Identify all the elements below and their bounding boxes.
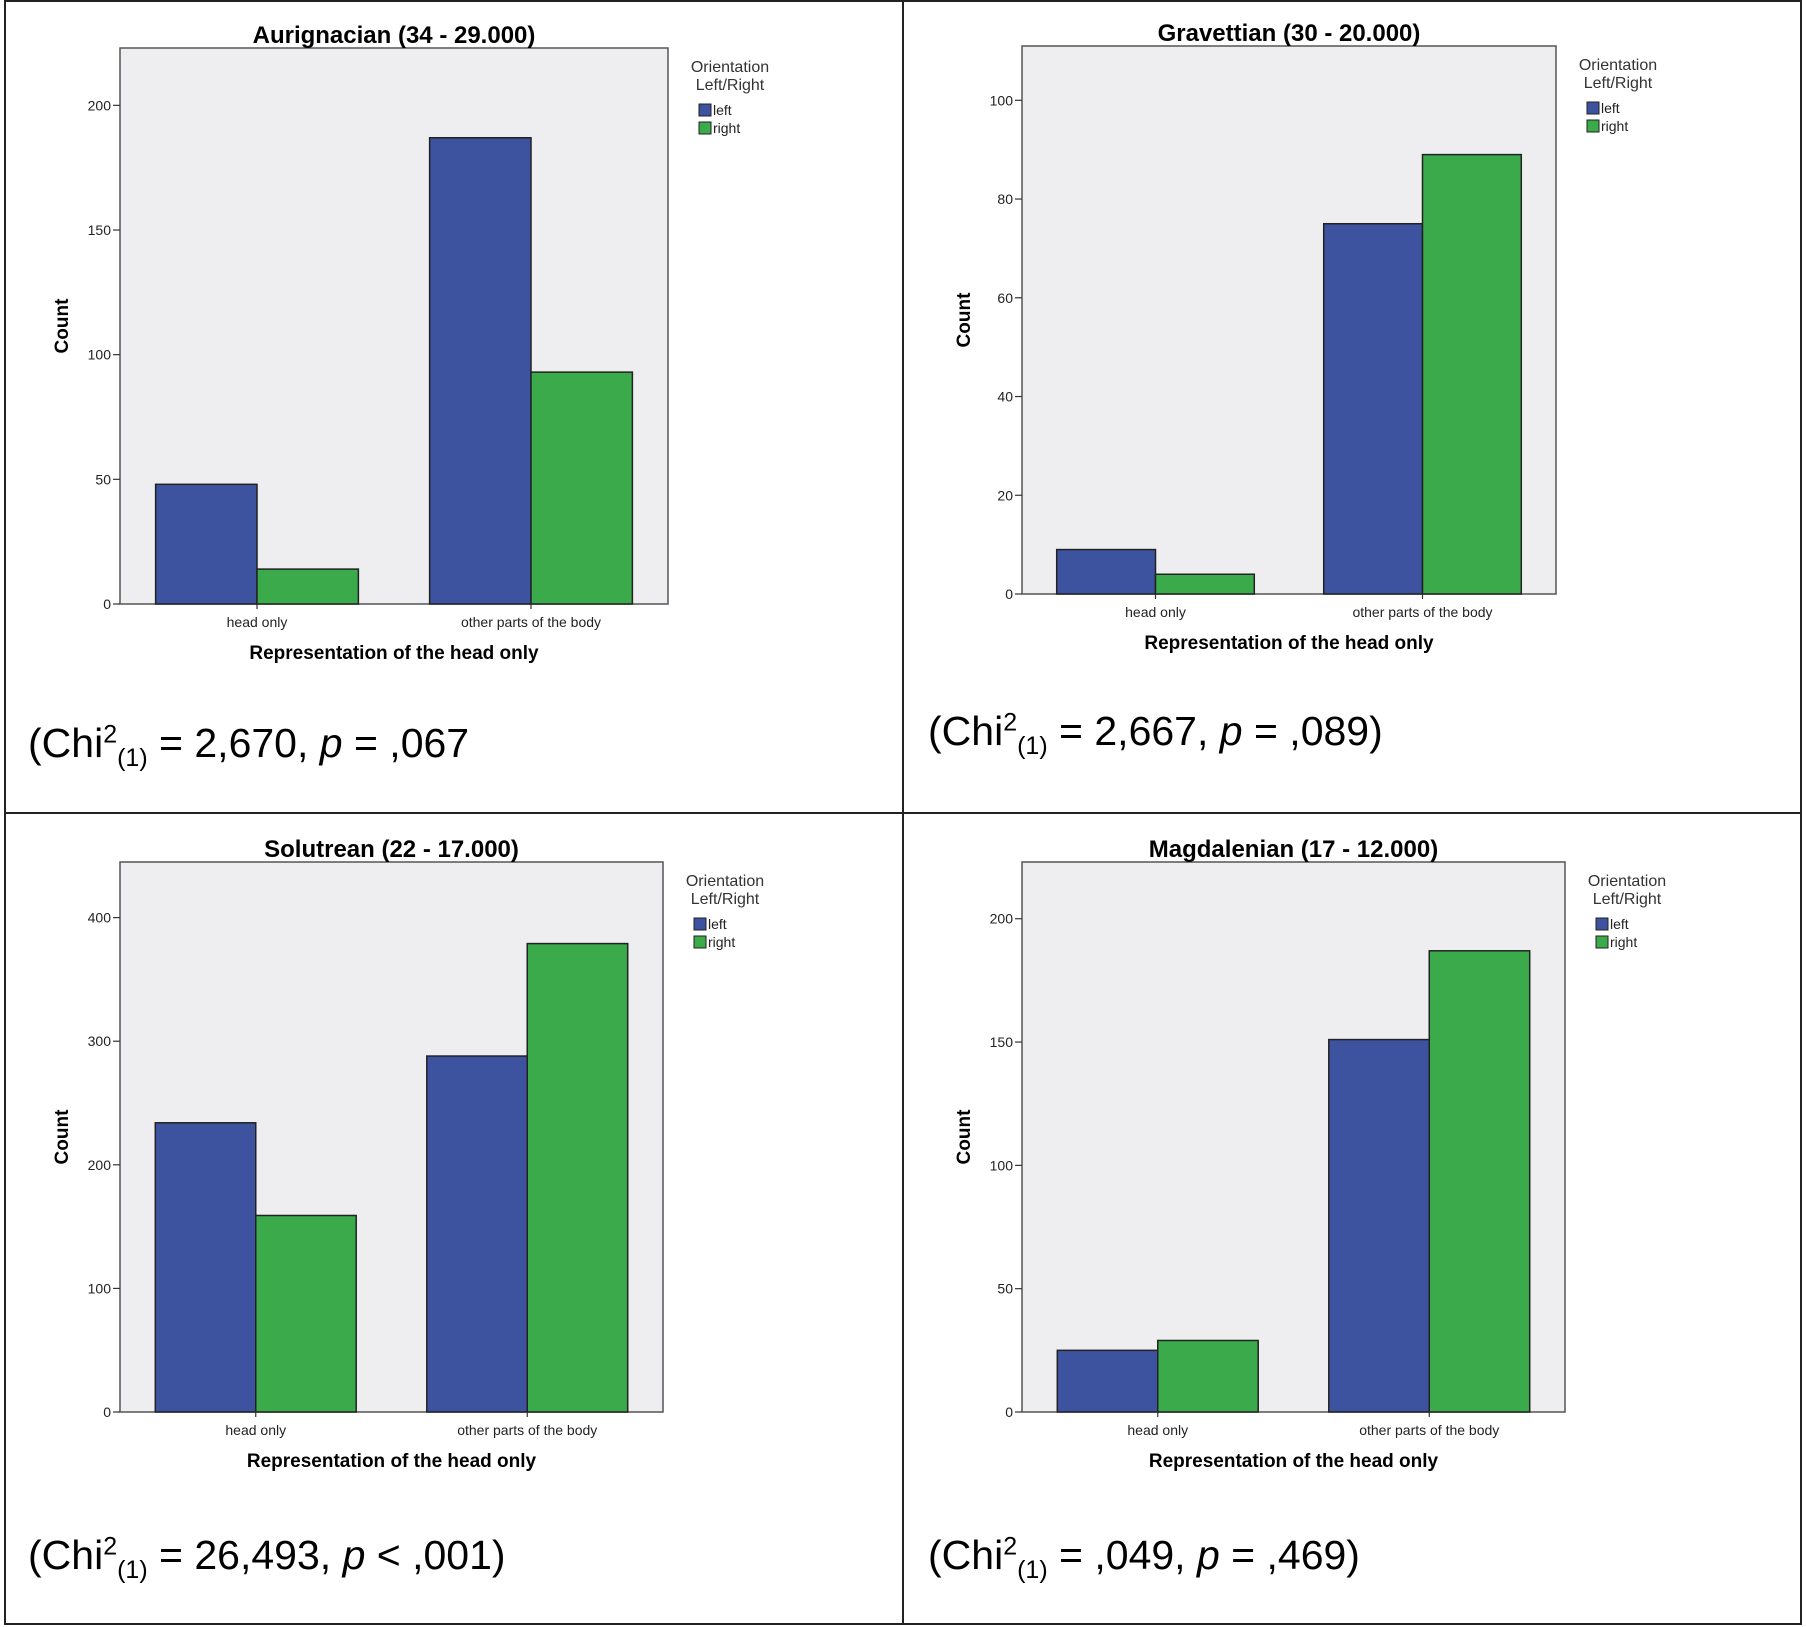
- legend-title: Orientation: [686, 873, 764, 890]
- x-tick-label: head only: [1127, 1422, 1188, 1438]
- bar-left-head-only: [154, 1122, 257, 1413]
- x-tick-label: other parts of the body: [1352, 604, 1492, 620]
- chi-square-stat: (Chi2(1) = 2,670, p = ,067: [28, 720, 470, 773]
- legend-title: Left/Right: [691, 891, 760, 908]
- bar-left-head-only: [154, 483, 258, 605]
- grid-divider-horizontal: [4, 812, 1802, 814]
- x-tick-label: other parts of the body: [457, 1422, 597, 1438]
- legend-swatch-left: [1595, 917, 1609, 931]
- chart-title: Aurignacian (34 - 29.000): [253, 22, 536, 49]
- y-tick-label: 20: [997, 487, 1013, 503]
- y-tick-label: 400: [88, 910, 112, 926]
- legend-swatch-left: [698, 103, 712, 117]
- legend-title: Orientation: [691, 59, 769, 76]
- bar-chart-magdalenian: Magdalenian (17 - 12.000) 0 50 100 150 200 Cou…: [954, 836, 1666, 1472]
- chart-title: Solutrean (22 - 17.000): [264, 836, 519, 863]
- bar-right-head-only: [255, 1214, 357, 1413]
- y-tick-label: 50: [95, 471, 111, 487]
- y-tick-label: 100: [990, 1157, 1014, 1173]
- legend-label-left: left: [708, 916, 727, 932]
- legend-label-left: left: [1610, 916, 1629, 932]
- legend-title: Left/Right: [696, 77, 765, 94]
- legend-label-right: right: [708, 934, 735, 950]
- legend-swatch-right: [693, 935, 707, 949]
- y-axis-label: Count: [52, 1109, 73, 1165]
- chi-square-stat: (Chi2(1) = ,049, p = ,469): [928, 1532, 1360, 1585]
- bar-chart-gravettian: Gravettian (30 - 20.000) 0 20 40 60 80 100 Coun…: [954, 20, 1657, 654]
- x-axis-label: Representation of the head only: [247, 1451, 537, 1472]
- y-tick-label: 100: [990, 92, 1014, 108]
- bar-right-head-only: [1154, 573, 1256, 595]
- y-tick-label: 150: [990, 1034, 1014, 1050]
- bar-left-other-parts-of-the-body: [1328, 1038, 1431, 1413]
- x-tick-label: other parts of the body: [461, 614, 601, 630]
- legend-label-right: right: [1610, 934, 1637, 950]
- chart-grid: Aurignacian (34 - 29.000) 0 50 100 150 200 Cou…: [4, 0, 1802, 1625]
- x-axis-label: Representation of the head only: [1144, 633, 1434, 654]
- legend-swatch-right: [1595, 935, 1609, 949]
- x-tick-label: head only: [225, 1422, 286, 1438]
- y-tick-label: 0: [103, 1404, 111, 1420]
- y-tick-label: 100: [88, 1280, 112, 1296]
- bar-right-other-parts-of-the-body: [530, 371, 634, 605]
- y-tick-label: 100: [88, 347, 112, 363]
- bar-chart-aurignacian: Aurignacian (34 - 29.000) 0 50 100 150 200 Cou…: [52, 22, 769, 664]
- x-tick-label: head only: [1125, 604, 1186, 620]
- chart-panel-gravettian: Gravettian (30 - 20.000) 0 20 40 60 80 100 Coun…: [904, 0, 1800, 812]
- y-tick-label: 0: [1005, 1404, 1013, 1420]
- chi-square-stat: (Chi2(1) = 2,667, p = ,089): [928, 708, 1383, 761]
- y-axis-label: Count: [954, 292, 975, 348]
- legend-label-left: left: [1601, 100, 1620, 116]
- legend-title: Orientation: [1579, 57, 1657, 74]
- y-tick-label: 200: [88, 1157, 112, 1173]
- legend-label-right: right: [713, 120, 740, 136]
- bar-left-other-parts-of-the-body: [1322, 222, 1424, 595]
- legend-swatch-left: [1586, 101, 1600, 115]
- chart-panel-magdalenian: Magdalenian (17 - 12.000) 0 50 100 150 200 Cou…: [904, 814, 1800, 1623]
- bar-right-other-parts-of-the-body: [1421, 153, 1523, 595]
- bar-left-head-only: [1055, 548, 1157, 595]
- y-axis-label: Count: [52, 298, 73, 354]
- y-tick-label: 50: [997, 1281, 1013, 1297]
- bar-chart-solutrean: Solutrean (22 - 17.000) 0 100 200 300 400 Coun…: [52, 836, 764, 1472]
- x-tick-label: other parts of the body: [1359, 1422, 1499, 1438]
- chi-square-stat: (Chi2(1) = 26,493, p < ,001): [28, 1532, 506, 1585]
- legend-swatch-right: [1586, 119, 1600, 133]
- y-tick-label: 40: [997, 389, 1013, 405]
- legend-label-left: left: [713, 102, 732, 118]
- bar-right-head-only: [1157, 1339, 1259, 1413]
- y-tick-label: 200: [990, 911, 1014, 927]
- bar-left-head-only: [1056, 1349, 1159, 1413]
- chart-title: Gravettian (30 - 20.000): [1158, 20, 1421, 47]
- legend-swatch-left: [693, 917, 707, 931]
- bar-right-other-parts-of-the-body: [1428, 950, 1531, 1413]
- x-axis-label: Representation of the head only: [249, 643, 539, 664]
- x-tick-label: head only: [227, 614, 288, 630]
- legend-title: Orientation: [1588, 873, 1666, 890]
- bar-left-other-parts-of-the-body: [426, 1055, 529, 1413]
- legend-label-right: right: [1601, 118, 1628, 134]
- y-axis-label: Count: [954, 1109, 975, 1165]
- bar-left-other-parts-of-the-body: [428, 137, 532, 605]
- y-tick-label: 80: [997, 191, 1013, 207]
- y-tick-label: 60: [997, 290, 1013, 306]
- chart-title: Magdalenian (17 - 12.000): [1149, 836, 1438, 863]
- bar-right-head-only: [256, 568, 360, 605]
- bar-right-other-parts-of-the-body: [526, 942, 629, 1413]
- legend-swatch-right: [698, 121, 712, 135]
- y-tick-label: 300: [88, 1033, 112, 1049]
- chart-panel-aurignacian: Aurignacian (34 - 29.000) 0 50 100 150 200 Cou…: [4, 0, 902, 812]
- chart-panel-solutrean: Solutrean (22 - 17.000) 0 100 200 300 400 Coun…: [4, 814, 902, 1623]
- y-tick-label: 150: [88, 222, 112, 238]
- legend-title: Left/Right: [1584, 75, 1653, 92]
- legend-title: Left/Right: [1593, 891, 1662, 908]
- x-axis-label: Representation of the head only: [1149, 1451, 1439, 1472]
- y-tick-label: 0: [1005, 586, 1013, 602]
- y-tick-label: 200: [88, 97, 112, 113]
- y-tick-label: 0: [103, 596, 111, 612]
